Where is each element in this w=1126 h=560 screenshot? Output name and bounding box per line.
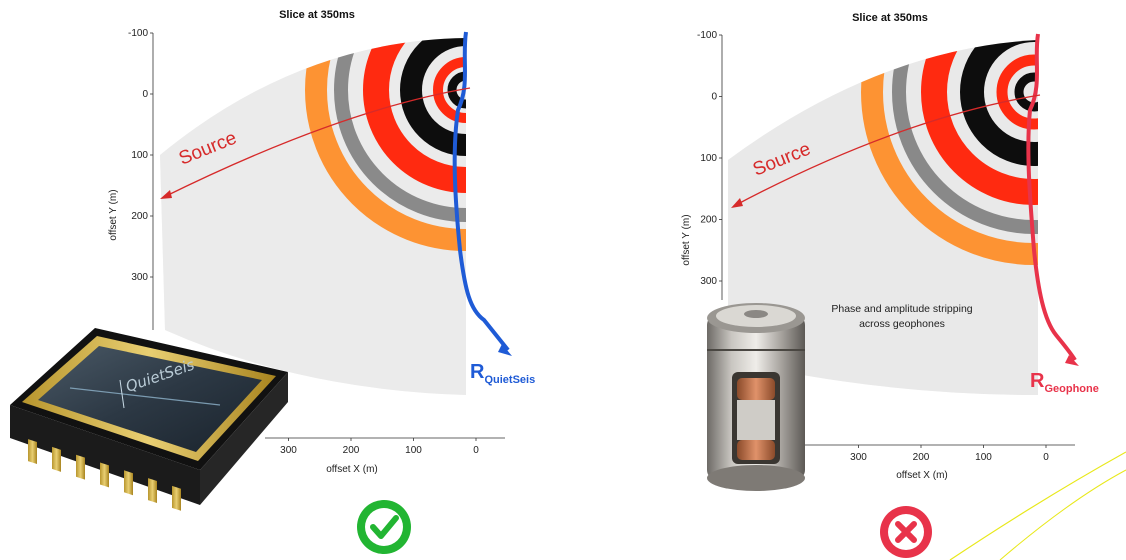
wavefront-ring — [400, 38, 466, 156]
left-panel: Slice at 350ms -100 0 100 200 300 offset Y (… — [10, 9, 535, 554]
wavefront-ring — [305, 38, 466, 251]
x-axis-label: offset X (m) — [326, 464, 378, 475]
geophone-sensor-image — [707, 303, 805, 491]
wavefront-ring — [363, 38, 466, 193]
receiver-label-main: R — [470, 361, 485, 383]
chart-title: Slice at 350ms — [852, 12, 928, 24]
source-arrowhead — [160, 190, 172, 199]
receiver-trace — [1026, 33, 1077, 362]
chart-title: Slice at 350ms — [279, 9, 355, 21]
y-tick-label: 0 — [711, 92, 717, 103]
y-tick-label: -100 — [128, 28, 148, 39]
receiver-label: RGeophone — [1030, 370, 1099, 395]
x-tick-label: 300 — [850, 452, 867, 463]
receiver-trace — [452, 31, 510, 352]
x-tick-labels: 300 200 100 0 — [850, 445, 1049, 463]
y-tick-label: 100 — [700, 153, 717, 164]
wavefront-ring — [334, 38, 466, 222]
y-axis-label: offset Y (m) — [108, 189, 119, 240]
decorative-curve — [949, 451, 1126, 560]
y-axis-label: offset Y (m) — [681, 214, 692, 265]
receiver-label-main: R — [1030, 370, 1045, 392]
annotation-line-1: Phase and amplitude stripping — [831, 303, 972, 315]
x-tick-labels: 300 200 100 0 — [280, 438, 479, 456]
receiver-label-sub: Geophone — [1044, 383, 1098, 395]
y-tick-label: -100 — [697, 30, 717, 41]
x-axis-label: offset X (m) — [896, 470, 948, 481]
x-tick-label: 100 — [405, 445, 422, 456]
y-tick-label: 300 — [700, 276, 717, 287]
y-tick-labels: -100 0 100 200 300 — [128, 28, 153, 283]
source-arrowhead — [731, 198, 743, 208]
y-tick-label: 200 — [131, 211, 148, 222]
x-tick-label: 0 — [473, 445, 479, 456]
annotation-line-2: across geophones — [859, 318, 945, 330]
wavefront-ring — [433, 57, 466, 123]
quietseis-sensor-image: QuietSeis — [10, 328, 288, 511]
wavefront-ring — [996, 54, 1038, 130]
x-tick-label: 200 — [343, 445, 360, 456]
wavefront-ring — [447, 71, 466, 109]
x-tick-label: 100 — [975, 452, 992, 463]
x-tick-label: 300 — [280, 445, 297, 456]
y-tick-label: 0 — [142, 89, 148, 100]
receiver-arrowhead — [1065, 355, 1079, 366]
source-arrow — [161, 87, 471, 199]
receiver-arrowhead — [498, 344, 512, 356]
source-arrow — [733, 94, 1041, 207]
receiver-label: RQuietSeis — [470, 361, 535, 386]
x-tick-label: 0 — [1043, 452, 1049, 463]
decorative-curve — [999, 469, 1126, 560]
y-tick-label: 100 — [131, 150, 148, 161]
y-tick-label: 200 — [700, 215, 717, 226]
wavefront-ring — [960, 40, 1038, 166]
check-status-icon — [357, 500, 411, 554]
y-tick-labels: -100 0 100 200 300 — [697, 30, 722, 287]
x-tick-label: 200 — [913, 452, 930, 463]
seismic-slice — [160, 38, 466, 395]
right-panel: Slice at 350ms -100 0 100 200 300 offset Y (… — [681, 12, 1126, 560]
y-tick-label: 300 — [131, 272, 148, 283]
cross-status-icon — [880, 506, 932, 558]
wavefront-ring — [921, 40, 1038, 205]
wavefront-ring — [1014, 72, 1038, 112]
receiver-label-sub: QuietSeis — [484, 374, 535, 386]
